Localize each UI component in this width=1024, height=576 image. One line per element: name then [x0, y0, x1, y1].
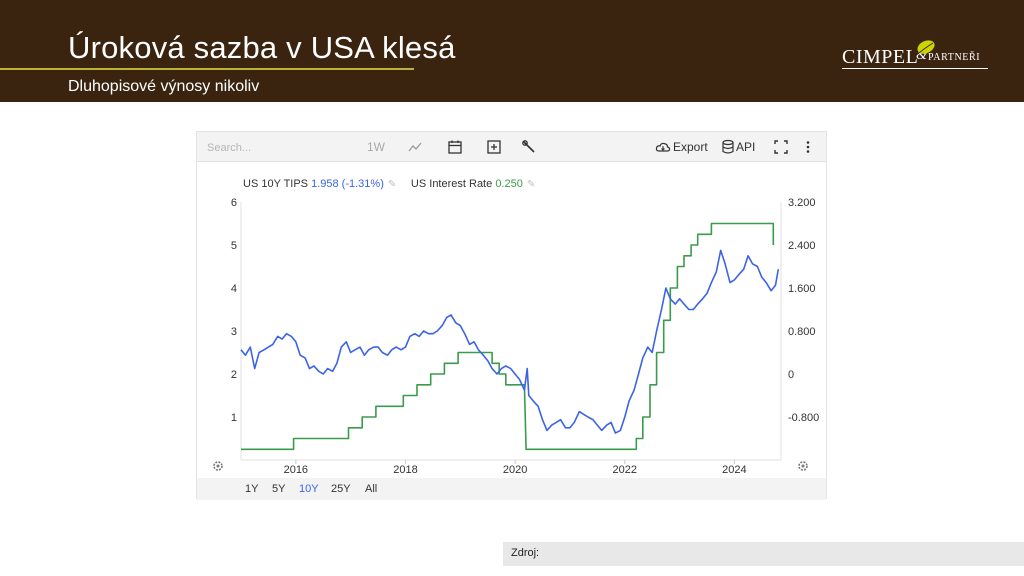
slide-header: Úroková sazba v USA klesá Dluhopisové vý…: [0, 0, 1024, 102]
slide-subtitle: Dluhopisové výnosy nikoliv: [68, 78, 260, 95]
range-button-10y[interactable]: 10Y: [299, 483, 319, 495]
x-tick-label: 2020: [503, 464, 527, 476]
range-selector: 1Y 5Y 10Y 25Y All: [197, 478, 826, 500]
right-tick-label: 2.400: [788, 240, 816, 252]
left-tick-label: 6: [231, 197, 237, 209]
series-line-2: [240, 249, 780, 434]
range-button-25y[interactable]: 25Y: [331, 483, 351, 495]
x-tick-label: 2022: [613, 464, 637, 476]
chart-toolbar: 1W Export API: [197, 132, 826, 162]
wrench-icon[interactable]: [521, 139, 537, 155]
search-input[interactable]: [203, 138, 349, 158]
series-line-1: [241, 222, 775, 451]
logo-ampersand: &: [916, 48, 927, 63]
range-button-all[interactable]: All: [365, 483, 378, 495]
add-indicator-icon[interactable]: [486, 139, 502, 155]
left-axis-settings-gear-icon[interactable]: [213, 461, 223, 471]
legend-series1-value: 1.958 (-1.31%): [311, 178, 384, 190]
logo-underline: [842, 68, 988, 69]
fullscreen-icon[interactable]: [773, 139, 789, 155]
legend-series1-name: US 10Y TIPS: [243, 178, 309, 190]
logo-sub-text: PARTNEŘI: [928, 52, 981, 63]
interval-selector[interactable]: 1W: [367, 140, 385, 154]
source-label: Zdroj:: [511, 547, 540, 559]
range-button-5y[interactable]: 5Y: [272, 483, 286, 495]
right-tick-label: 0: [788, 369, 794, 381]
cloud-download-icon[interactable]: [655, 139, 671, 155]
line-chart: 1 2 3 4 5 6 -0.800 0 0.800 1.600 2.400 3.200 2016 201…: [213, 197, 819, 476]
chart-legend: US 10Y TIPS 1.958 (-1.31%) ✎ US Interest …: [243, 178, 547, 190]
left-tick-label: 2: [231, 369, 237, 381]
api-button[interactable]: API: [736, 140, 756, 154]
right-tick-label: 0.800: [788, 326, 816, 338]
x-tick-label: 2018: [393, 464, 417, 476]
left-tick-label: 1: [231, 412, 237, 424]
right-tick-label: 1.600: [788, 283, 816, 295]
more-vertical-icon[interactable]: [800, 139, 816, 155]
title-underline: [0, 68, 414, 70]
leaf-logo-icon: [917, 40, 935, 54]
chart-widget: 1W Export API: [196, 131, 827, 500]
left-tick-label: 5: [231, 240, 237, 252]
right-tick-label: -0.800: [788, 412, 819, 424]
legend-series2-value: 0.250: [495, 178, 523, 190]
pencil-icon[interactable]: ✎: [387, 179, 397, 190]
slide-title: Úroková sazba v USA klesá: [68, 30, 456, 65]
calendar-icon[interactable]: [447, 139, 463, 155]
source-box: Zdroj:: [503, 542, 1024, 566]
right-tick-label: 3.200: [788, 197, 816, 209]
left-tick-label: 3: [231, 326, 237, 338]
export-button[interactable]: Export: [673, 140, 708, 154]
pencil-icon[interactable]: ✎: [526, 179, 536, 190]
right-axis-settings-gear-icon[interactable]: [798, 461, 808, 471]
database-icon[interactable]: [720, 139, 736, 155]
x-tick-label: 2024: [722, 464, 746, 476]
company-logo: CIMPEL & PARTNEŘI: [842, 38, 992, 72]
range-button-1y[interactable]: 1Y: [245, 483, 259, 495]
x-tick-label: 2016: [284, 464, 308, 476]
legend-series2-name: US Interest Rate: [410, 178, 493, 190]
line-chart-icon[interactable]: [407, 139, 423, 155]
logo-main-text: CIMPEL: [842, 46, 919, 68]
left-tick-label: 4: [231, 283, 237, 295]
